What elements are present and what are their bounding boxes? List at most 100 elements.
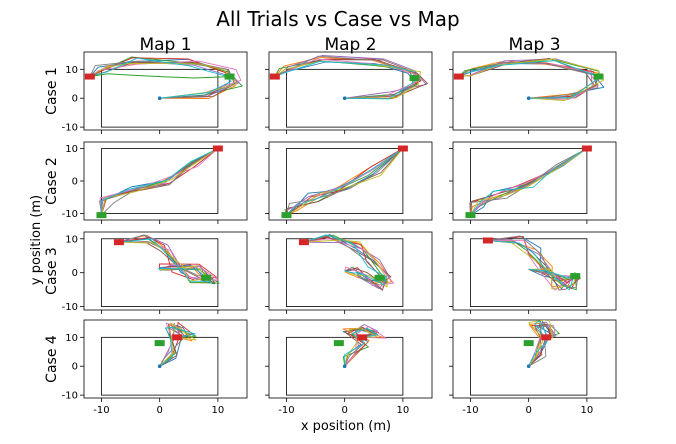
y-tick-label: 10: [65, 65, 78, 76]
trajectory-line: [528, 325, 556, 367]
row-title: Case 4: [44, 335, 60, 383]
trajectory-group: [303, 234, 395, 291]
start-marker: [84, 73, 95, 80]
trajectory-line: [458, 61, 599, 100]
subplot: -10 0 10: [62, 141, 248, 224]
trajectory-group: [284, 148, 404, 216]
trajectory-line: [286, 148, 404, 216]
x-tick-label: -10: [278, 405, 294, 416]
subplot-frame: [83, 51, 248, 131]
column-title: Map 1: [139, 35, 191, 55]
x-tick-label: 10: [212, 405, 225, 416]
start-marker: [581, 145, 592, 152]
subplot-frame: [83, 231, 248, 311]
trajectory-line: [101, 148, 219, 216]
subplot-frame: [452, 51, 617, 131]
goal-marker: [570, 273, 581, 280]
subplot: -10 0 10: [62, 51, 248, 134]
subplot: [265, 231, 433, 314]
map-boundary: [470, 336, 588, 396]
trajectory-line: [344, 328, 379, 367]
y-tick-label: 10: [65, 144, 78, 155]
subplot: -10 0 10: [449, 319, 617, 416]
goal-marker: [154, 340, 165, 347]
trajectory-group: [342, 324, 387, 367]
subplot: -10 0 10: [62, 231, 248, 314]
goal-marker: [333, 340, 344, 347]
y-tick-label: -10: [62, 302, 78, 313]
y-tick-label: 0: [72, 268, 78, 279]
goal-marker: [465, 212, 476, 219]
trajectory-line: [274, 58, 421, 99]
trajectory-line: [528, 320, 554, 367]
subplot-frame: [268, 51, 433, 131]
origin-dot: [342, 364, 347, 369]
subplot: [449, 141, 617, 224]
trajectory-group: [89, 56, 243, 99]
y-tick-label: 0: [72, 177, 78, 188]
y-tick-label: -10: [62, 391, 78, 402]
x-tick-label: 0: [156, 405, 162, 416]
trajectory-line: [99, 148, 219, 216]
map-boundary: [470, 238, 588, 308]
start-marker: [482, 237, 493, 244]
start-marker: [397, 145, 408, 152]
trajectory-line: [101, 148, 219, 216]
map-boundary: [101, 238, 219, 308]
y-axis-label: y position (m): [29, 195, 44, 285]
trajectory-line: [159, 326, 196, 367]
figure-title: All Trials vs Case vs Map: [216, 7, 460, 31]
row-title: Case 3: [44, 247, 60, 295]
trajectory-line: [118, 238, 216, 285]
column-title: Map 3: [508, 35, 560, 55]
origin-dot: [526, 96, 531, 101]
trajectory-line: [118, 241, 216, 284]
x-tick-label: 10: [581, 405, 594, 416]
trajectory-group: [159, 322, 197, 367]
start-marker: [172, 334, 183, 341]
subplot-frame: [452, 319, 617, 399]
trajectory-line: [458, 60, 596, 99]
start-marker: [113, 239, 124, 246]
goal-marker: [409, 75, 420, 81]
trajectory-line: [470, 148, 588, 216]
trajectory-group: [118, 234, 220, 285]
row-title: Case 1: [44, 67, 60, 115]
column-title: Map 2: [324, 35, 376, 55]
trajectory-line: [89, 60, 239, 99]
trajectory-group: [274, 55, 428, 100]
y-tick-label: 0: [72, 362, 78, 373]
trajectory-line: [458, 58, 605, 101]
trajectory-line: [487, 235, 579, 289]
map-boundary: [470, 148, 588, 214]
goal-marker: [96, 212, 107, 219]
origin-dot: [157, 364, 162, 369]
subplot-frame: [268, 319, 433, 399]
map-boundary: [286, 148, 404, 214]
trajectory-group: [487, 235, 581, 291]
subplot: -10 0 10 -10 0 10: [62, 319, 248, 416]
trajectory-line: [470, 148, 588, 216]
trajectory-line: [470, 148, 588, 216]
subplot: [265, 141, 433, 224]
goal-marker: [201, 274, 212, 281]
map-boundary: [286, 68, 404, 128]
trajectory-line: [344, 327, 378, 367]
start-marker: [357, 334, 368, 341]
trajectory-line: [101, 148, 219, 216]
row-title: Case 2: [44, 157, 60, 205]
subplot: -10 0 10: [265, 319, 433, 416]
start-marker: [453, 73, 464, 80]
goal-marker: [593, 73, 604, 80]
map-boundary: [286, 336, 404, 396]
y-tick-label: -10: [62, 123, 78, 134]
x-tick-label: -10: [462, 405, 478, 416]
trajectory-line: [118, 238, 211, 283]
map-boundary: [101, 336, 219, 396]
trajectory-group: [99, 148, 219, 216]
trajectory-line: [487, 240, 576, 291]
start-marker: [298, 239, 309, 246]
goal-marker: [374, 274, 385, 281]
map-boundary: [470, 68, 588, 128]
